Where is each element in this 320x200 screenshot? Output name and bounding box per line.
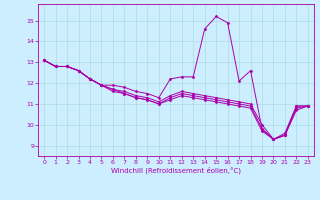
X-axis label: Windchill (Refroidissement éolien,°C): Windchill (Refroidissement éolien,°C) <box>111 167 241 174</box>
